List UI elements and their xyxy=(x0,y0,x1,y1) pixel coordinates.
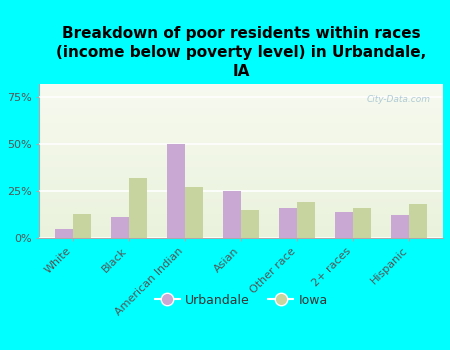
Legend: Urbandale, Iowa: Urbandale, Iowa xyxy=(150,289,333,312)
Bar xyxy=(111,217,129,238)
Bar xyxy=(223,191,241,238)
Bar xyxy=(297,202,315,238)
Bar xyxy=(73,214,91,238)
Bar xyxy=(335,212,353,238)
Bar xyxy=(353,208,371,238)
Bar xyxy=(410,204,427,238)
Bar xyxy=(279,208,297,238)
Bar xyxy=(167,144,185,238)
Text: City-Data.com: City-Data.com xyxy=(367,95,431,104)
Bar xyxy=(392,216,410,238)
Bar xyxy=(55,229,73,238)
Bar xyxy=(129,178,147,238)
Bar xyxy=(185,187,203,238)
Title: Breakdown of poor residents within races
(income below poverty level) in Urbanda: Breakdown of poor residents within races… xyxy=(56,27,426,79)
Bar xyxy=(241,210,259,238)
